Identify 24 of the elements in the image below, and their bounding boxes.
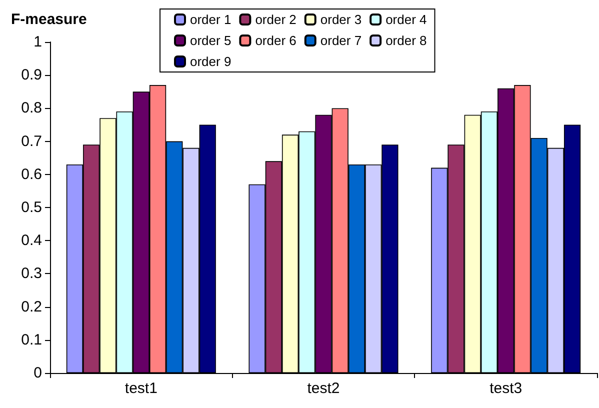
y-tick-label: 0.9 [21, 66, 42, 84]
y-tick-label: 0.4 [21, 232, 42, 250]
legend-label: order 5 [190, 33, 232, 48]
chart-title: F-measure [11, 11, 87, 28]
legend-label: order 6 [255, 33, 296, 48]
y-tick-label: 0.1 [21, 331, 42, 348]
legend-label: order 1 [190, 12, 232, 27]
y-tick-label: 0.7 [21, 132, 42, 150]
x-tick-label: test3 [490, 380, 522, 397]
y-tick-label: 0.6 [21, 166, 42, 183]
x-tick-label: test2 [307, 380, 340, 397]
legend-label: order 3 [320, 12, 362, 27]
y-tick-label: 0.2 [21, 298, 42, 316]
legend-label: order 9 [190, 54, 232, 69]
y-tick-label: 0 [34, 364, 42, 382]
y-tick-label: 0.3 [21, 265, 42, 282]
x-tick-label: test1 [124, 380, 158, 397]
legend-label: order 8 [386, 33, 427, 48]
y-tick-label: 1 [34, 34, 42, 50]
y-tick-label: 0.8 [21, 100, 42, 117]
legend-label: order 4 [386, 12, 427, 27]
legend-label: order 2 [255, 12, 296, 27]
y-tick-label: 0.5 [21, 199, 42, 216]
legend-label: order 7 [320, 33, 362, 48]
